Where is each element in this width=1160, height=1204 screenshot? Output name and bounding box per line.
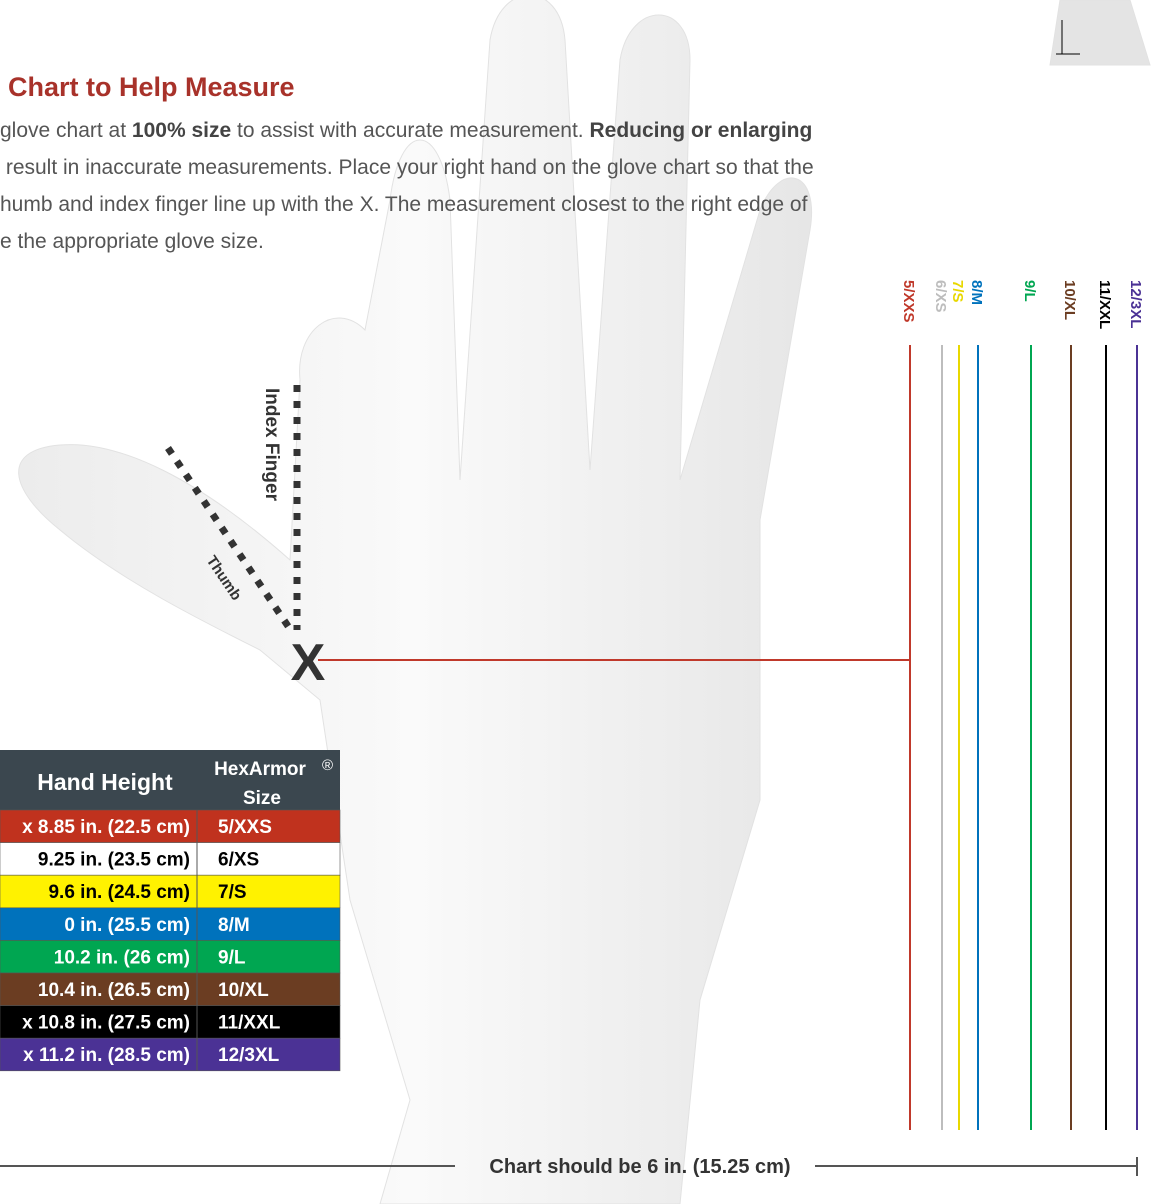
size-label: 7/S xyxy=(949,280,966,303)
page: Index Finger Thumb X Chart should be 6 i… xyxy=(0,0,1160,1204)
text-run: humb and index finger line up with the X… xyxy=(0,193,807,216)
table-cell: 11/XXL xyxy=(218,1013,281,1034)
size-label: 8/M xyxy=(968,280,985,305)
table-cell: 6/XS xyxy=(218,850,259,871)
text-run: glove chart at xyxy=(0,119,132,142)
text-run: e the appropriate glove size. xyxy=(0,230,264,253)
table-cell: 0 in. (25.5 cm) xyxy=(64,915,190,936)
paragraph-line: e the appropriate glove size. xyxy=(0,223,814,260)
size-label: 11/XXL xyxy=(1096,280,1113,329)
table-header-cell: Size xyxy=(243,788,281,809)
footer: Chart should be 6 in. (15.25 cm) xyxy=(489,1156,790,1178)
table-cell: 5/XXS xyxy=(218,817,272,838)
text-run: to assist with accurate measurement. xyxy=(231,119,589,142)
paragraph-line: humb and index finger line up with the X… xyxy=(0,186,814,223)
index-label: Index Finger xyxy=(261,388,282,502)
heading: Chart to Help Measure xyxy=(8,72,295,103)
table-header-cell: HexArmor xyxy=(214,759,306,780)
table-cell: 10/XL xyxy=(218,980,269,1001)
size-label: 9/L xyxy=(1021,280,1038,302)
paragraph-line: result in inaccurate measurements. Place… xyxy=(0,149,814,186)
table-cell: 9.25 in. (23.5 cm) xyxy=(38,850,190,871)
table-cell: 9/L xyxy=(218,947,246,968)
table-cell: 9.6 in. (24.5 cm) xyxy=(48,882,190,903)
paragraph-line: glove chart at 100% size to assist with … xyxy=(0,112,814,149)
table-header-cell: ® xyxy=(322,757,333,774)
x-mark: X xyxy=(291,634,326,692)
table-cell: 10.4 in. (26.5 cm) xyxy=(38,980,190,1001)
table-cell: 12/3XL xyxy=(218,1045,280,1066)
table-cell: 10.2 in. (26 cm) xyxy=(54,947,190,968)
paragraph: glove chart at 100% size to assist with … xyxy=(0,112,814,260)
table-cell: x 10.8 in. (27.5 cm) xyxy=(22,1013,190,1034)
size-label: 5/XXS xyxy=(900,280,917,323)
table-header-cell: Hand Height xyxy=(37,769,173,795)
text-run: 100% size xyxy=(132,119,231,142)
text-run: Reducing or enlarging xyxy=(589,119,812,142)
size-label: 10/XL xyxy=(1061,280,1078,320)
table-cell: 7/S xyxy=(218,882,247,903)
text-run: result in inaccurate measurements. Place… xyxy=(0,156,814,179)
table-cell: 8/M xyxy=(218,915,250,936)
size-label: 12/3XL xyxy=(1127,280,1144,328)
size-label: 6/XS xyxy=(932,280,949,313)
table-cell: x 8.85 in. (22.5 cm) xyxy=(22,817,190,838)
table-cell: x 11.2 in. (28.5 cm) xyxy=(23,1045,190,1066)
